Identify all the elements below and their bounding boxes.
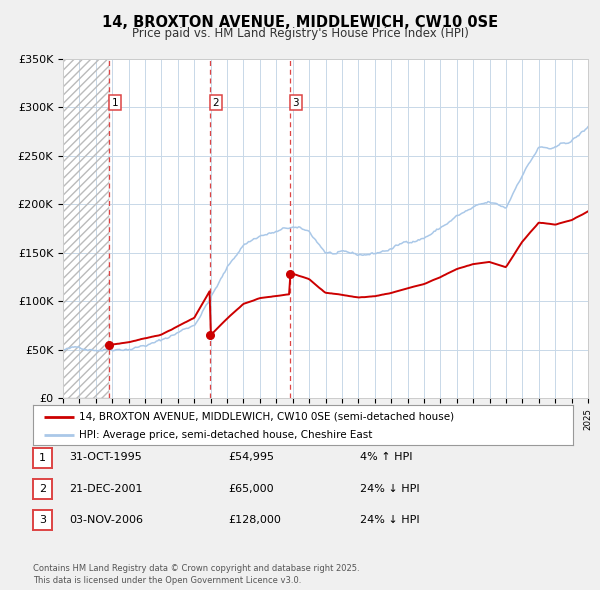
Text: 1: 1 xyxy=(39,453,46,463)
Text: 14, BROXTON AVENUE, MIDDLEWICH, CW10 0SE (semi-detached house): 14, BROXTON AVENUE, MIDDLEWICH, CW10 0SE… xyxy=(79,412,454,422)
Text: Contains HM Land Registry data © Crown copyright and database right 2025.
This d: Contains HM Land Registry data © Crown c… xyxy=(33,564,359,585)
Text: 1: 1 xyxy=(112,97,119,107)
Text: £65,000: £65,000 xyxy=(228,484,274,493)
Text: 03-NOV-2006: 03-NOV-2006 xyxy=(69,515,143,525)
Text: 3: 3 xyxy=(293,97,299,107)
Text: Price paid vs. HM Land Registry's House Price Index (HPI): Price paid vs. HM Land Registry's House … xyxy=(131,27,469,40)
Text: £128,000: £128,000 xyxy=(228,515,281,525)
Text: HPI: Average price, semi-detached house, Cheshire East: HPI: Average price, semi-detached house,… xyxy=(79,431,372,440)
Text: 14, BROXTON AVENUE, MIDDLEWICH, CW10 0SE: 14, BROXTON AVENUE, MIDDLEWICH, CW10 0SE xyxy=(102,15,498,30)
Text: 2: 2 xyxy=(39,484,46,494)
Text: 31-OCT-1995: 31-OCT-1995 xyxy=(69,453,142,462)
Text: 21-DEC-2001: 21-DEC-2001 xyxy=(69,484,143,493)
Text: £54,995: £54,995 xyxy=(228,453,274,462)
Text: 2: 2 xyxy=(212,97,219,107)
Text: 24% ↓ HPI: 24% ↓ HPI xyxy=(360,515,419,525)
Text: 3: 3 xyxy=(39,516,46,525)
Text: 24% ↓ HPI: 24% ↓ HPI xyxy=(360,484,419,493)
Text: 4% ↑ HPI: 4% ↑ HPI xyxy=(360,453,413,462)
